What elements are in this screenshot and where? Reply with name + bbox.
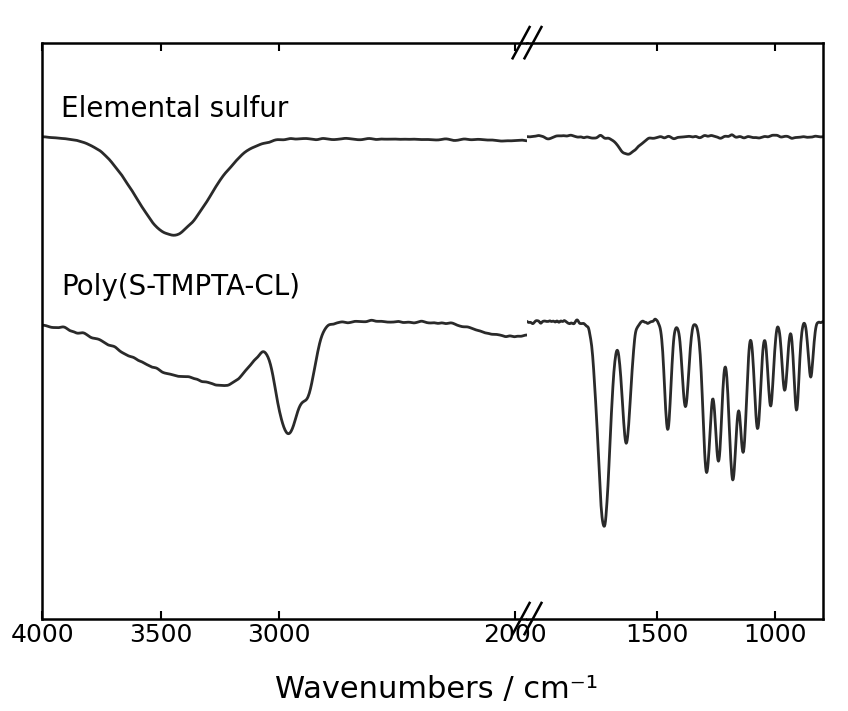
Text: Elemental sulfur: Elemental sulfur bbox=[61, 95, 288, 123]
Text: Wavenumbers / cm⁻¹: Wavenumbers / cm⁻¹ bbox=[276, 675, 598, 704]
Text: Poly(S-TMPTA-CL): Poly(S-TMPTA-CL) bbox=[61, 273, 300, 301]
